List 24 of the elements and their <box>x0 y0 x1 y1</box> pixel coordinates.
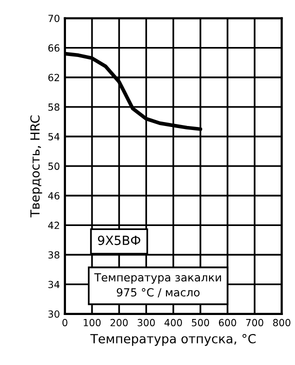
x-tick-label: 200 <box>110 318 128 326</box>
y-tick-label: 62 <box>48 74 60 82</box>
x-tick-label: 0 <box>62 318 68 326</box>
y-tick-label: 54 <box>48 133 60 140</box>
y-tick-label: 66 <box>48 44 60 52</box>
y-tick-label: 34 <box>48 280 60 288</box>
y-tick-label: 58 <box>48 103 60 111</box>
x-tick-label: 100 <box>84 318 101 326</box>
y-tick-label: 30 <box>48 310 60 318</box>
annotation: 9Х5ВФ <box>98 236 140 246</box>
y-tick-label: 46 <box>48 192 60 200</box>
x-axis-title: Температура отпуска, °C <box>90 334 256 346</box>
x-tick-label: 400 <box>164 318 182 326</box>
y-tick-label: 38 <box>48 251 60 259</box>
y-tick-label: 70 <box>48 14 60 22</box>
annotation: Температура закалки 975 °C / масло <box>94 273 221 298</box>
x-tick-label: 500 <box>192 318 210 326</box>
y-tick-label: 42 <box>48 222 60 229</box>
y-tick-label: 50 <box>48 162 60 170</box>
x-tick-label: 700 <box>246 318 264 326</box>
x-tick-label: 800 <box>273 318 290 326</box>
x-tick-label: 300 <box>138 318 155 326</box>
x-tick-label: 600 <box>218 318 236 326</box>
y-axis-title: Твердость, HRC <box>30 115 42 218</box>
